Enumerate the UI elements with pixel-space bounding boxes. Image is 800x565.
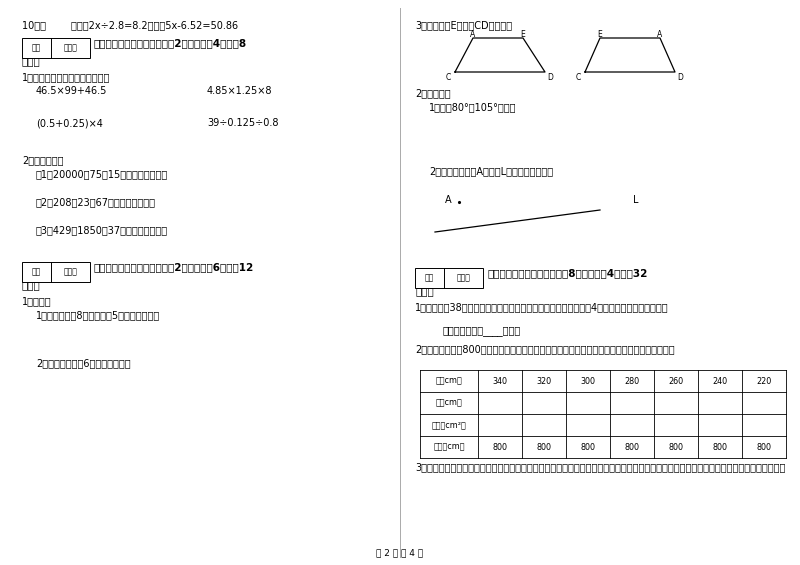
Text: 4.85×1.25×8: 4.85×1.25×8 — [207, 86, 273, 96]
Text: 答：姐姐体重是____千克。: 答：姐姐体重是____千克。 — [443, 326, 522, 336]
Text: 得分: 得分 — [32, 267, 41, 276]
Text: 240: 240 — [713, 376, 727, 385]
Text: 800: 800 — [625, 442, 639, 451]
Text: 1、画一个长为8厘米、宽为5厘米的长方形。: 1、画一个长为8厘米、宽为5厘米的长方形。 — [36, 310, 160, 320]
Text: C: C — [576, 73, 581, 82]
Text: 2、现在用一根长800米的绳子，围成长方形。请你根据表中的有关数据借助计算器把表填完整。: 2、现在用一根长800米的绳子，围成长方形。请你根据表中的有关数据借助计算器把表… — [415, 344, 674, 354]
Text: 1、作图。: 1、作图。 — [22, 296, 52, 306]
Text: 分）。: 分）。 — [22, 56, 41, 66]
Text: 3、下面是一张长方形纸对折两次后的图形，以折痕与长方形的交点为顶点，画一个梯形，你所画梯形的上底是多少？下底是多少？高是多少？: 3、下面是一张长方形纸对折两次后的图形，以折痕与长方形的交点为顶点，画一个梯形，… — [415, 462, 786, 472]
Text: A: A — [658, 30, 662, 39]
Text: 2、画一个边长是6厘米的正方形。: 2、画一个边长是6厘米的正方形。 — [36, 358, 130, 368]
Text: 280: 280 — [625, 376, 639, 385]
Text: 宽（cm）: 宽（cm） — [436, 398, 462, 407]
Text: 1、冬冬体重38千克，表弟体重是她的一半，而姐姐体重是表弟的4倍。姐姐体重是多少千克？: 1、冬冬体重38千克，表弟体重是她的一半，而姐姐体重是表弟的4倍。姐姐体重是多少… — [415, 302, 669, 312]
Text: （2）208乘23与67的和，积是多少？: （2）208乘23与67的和，积是多少？ — [36, 197, 156, 207]
Text: 第 2 页 共 4 页: 第 2 页 共 4 页 — [377, 548, 423, 557]
Text: 220: 220 — [756, 376, 772, 385]
Text: 2、列式计算。: 2、列式计算。 — [22, 155, 63, 165]
Text: 800: 800 — [537, 442, 551, 451]
Text: 四、看清题目，细心计算（共2小题，每题4分，共8: 四、看清题目，细心计算（共2小题，每题4分，共8 — [94, 38, 247, 48]
Bar — [22, 262, 90, 282]
Text: 300: 300 — [581, 376, 595, 385]
Text: 面积（cm²）: 面积（cm²） — [432, 420, 466, 429]
Text: （1）20000兵75倍15的积，差是多少？: （1）20000兵75倍15的积，差是多少？ — [36, 169, 168, 179]
Text: 评卷人: 评卷人 — [63, 44, 78, 53]
Text: A: A — [470, 30, 476, 39]
Text: 39÷0.125÷0.8: 39÷0.125÷0.8 — [207, 118, 278, 128]
Text: 10．（        ）已知2x÷2.8=8.2，那么5x-6.52=50.86: 10．（ ）已知2x÷2.8=8.2，那么5x-6.52=50.86 — [22, 20, 238, 30]
Text: 46.5×99+46.5: 46.5×99+46.5 — [36, 86, 107, 96]
Text: 800: 800 — [669, 442, 683, 451]
Text: 3、分别过点E画线段CD的垂线。: 3、分别过点E画线段CD的垂线。 — [415, 20, 512, 30]
Text: 分）。: 分）。 — [22, 280, 41, 290]
Text: 2、过直线外一点A画直线L的平行线和垂线。: 2、过直线外一点A画直线L的平行线和垂线。 — [429, 166, 553, 176]
Text: 周长（cm）: 周长（cm） — [434, 442, 465, 451]
Text: 800: 800 — [757, 442, 771, 451]
Text: 800: 800 — [581, 442, 595, 451]
Text: 320: 320 — [537, 376, 551, 385]
Text: 六、应用知识，解决问题（共8小题，每题4分，共32: 六、应用知识，解决问题（共8小题，每题4分，共32 — [487, 268, 647, 278]
Text: 得分: 得分 — [32, 44, 41, 53]
Text: D: D — [547, 73, 553, 82]
Text: 评卷人: 评卷人 — [63, 267, 78, 276]
Text: （3）429加1850与37的商，和是多少？: （3）429加1850与37的商，和是多少？ — [36, 225, 168, 235]
Text: 1、脱式计算，能简算的要简算：: 1、脱式计算，能简算的要简算： — [22, 72, 110, 82]
Text: 1、画出80°、105°的角。: 1、画出80°、105°的角。 — [429, 102, 517, 112]
Text: E: E — [598, 30, 602, 39]
Text: 五、认真思考，综合能力（共2小题，每题6分，共12: 五、认真思考，综合能力（共2小题，每题6分，共12 — [94, 262, 254, 272]
Bar — [415, 268, 483, 288]
Text: D: D — [677, 73, 683, 82]
Text: L: L — [633, 195, 638, 205]
Text: 800: 800 — [493, 442, 507, 451]
Text: 分）。: 分）。 — [415, 286, 434, 296]
Text: 长（cm）: 长（cm） — [436, 376, 462, 385]
Text: 260: 260 — [669, 376, 683, 385]
Text: E: E — [521, 30, 526, 39]
Text: 2、操作题：: 2、操作题： — [415, 88, 450, 98]
Text: 800: 800 — [713, 442, 727, 451]
Text: C: C — [446, 73, 451, 82]
Text: A: A — [445, 195, 452, 205]
Text: 340: 340 — [493, 376, 507, 385]
Text: 评卷人: 评卷人 — [456, 273, 470, 282]
Text: 得分: 得分 — [425, 273, 434, 282]
Bar — [22, 38, 90, 58]
Text: (0.5+0.25)×4: (0.5+0.25)×4 — [36, 118, 103, 128]
